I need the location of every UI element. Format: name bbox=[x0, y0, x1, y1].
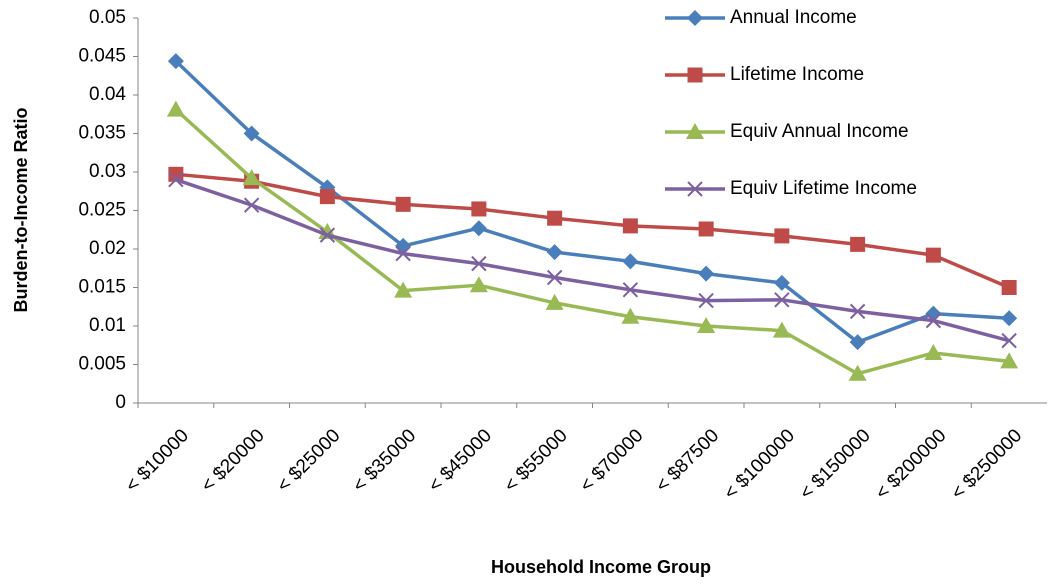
y-tick-label: 0.025 bbox=[78, 200, 126, 221]
data-point bbox=[849, 334, 866, 351]
legend-marker bbox=[687, 67, 703, 83]
data-point bbox=[850, 236, 866, 252]
x-tick-label: < $100000 bbox=[720, 425, 799, 504]
y-tick-label: 0 bbox=[115, 392, 126, 413]
data-point bbox=[698, 292, 714, 309]
x-tick-label: < $35000 bbox=[349, 425, 420, 496]
x-tick-label: < $70000 bbox=[576, 425, 647, 496]
data-point bbox=[545, 293, 564, 310]
data-point bbox=[470, 220, 487, 237]
legend-label: Lifetime Income bbox=[730, 64, 864, 85]
data-point bbox=[546, 244, 563, 261]
data-point bbox=[698, 265, 715, 282]
data-point bbox=[772, 321, 791, 338]
data-point bbox=[1001, 310, 1018, 327]
y-tick-label: 0.035 bbox=[78, 123, 126, 144]
y-tick-label: 0.04 bbox=[89, 84, 126, 105]
y-tick-label: 0.045 bbox=[78, 46, 126, 67]
data-point bbox=[471, 255, 487, 272]
y-tick-label: 0.02 bbox=[89, 238, 126, 259]
y-tick-label: 0.005 bbox=[78, 354, 126, 375]
data-point bbox=[394, 281, 413, 298]
data-point bbox=[166, 100, 185, 117]
x-tick-label: < $150000 bbox=[796, 425, 875, 504]
data-point bbox=[471, 201, 487, 217]
data-point bbox=[395, 245, 411, 262]
data-point bbox=[925, 312, 942, 329]
data-point bbox=[774, 228, 790, 244]
x-tick-label: < $45000 bbox=[425, 425, 496, 496]
x-tick-label: < $55000 bbox=[500, 425, 571, 496]
data-point bbox=[243, 125, 260, 142]
data-point bbox=[621, 307, 640, 324]
data-point bbox=[925, 247, 941, 263]
data-point bbox=[1000, 352, 1019, 369]
data-point bbox=[168, 171, 184, 188]
data-point bbox=[698, 221, 714, 237]
x-axis-title: Household Income Group bbox=[491, 557, 711, 577]
series-line bbox=[175, 178, 1010, 343]
data-point bbox=[849, 303, 866, 320]
y-axis-title: Burden-to-Income Ratio bbox=[11, 107, 31, 312]
data-point bbox=[242, 169, 261, 186]
x-tick-label: < $25000 bbox=[273, 425, 344, 496]
data-point bbox=[773, 274, 790, 291]
data-point bbox=[622, 253, 639, 270]
legend-label: Equiv Lifetime Income bbox=[730, 178, 917, 199]
series-line bbox=[174, 108, 1010, 376]
data-point bbox=[924, 343, 943, 360]
data-point bbox=[1001, 280, 1017, 295]
data-point bbox=[622, 282, 639, 298]
data-point bbox=[319, 227, 336, 243]
data-point bbox=[168, 166, 184, 182]
y-tick-label: 0.015 bbox=[78, 277, 126, 298]
data-point bbox=[469, 276, 488, 293]
x-tick-label: < $250000 bbox=[947, 425, 1026, 504]
x-tick-label: < $20000 bbox=[197, 425, 268, 496]
data-point bbox=[848, 364, 867, 381]
data-point bbox=[319, 189, 335, 205]
legend-label: Annual Income bbox=[730, 7, 857, 28]
x-tick-label: < $200000 bbox=[872, 425, 951, 504]
legend-marker bbox=[686, 123, 704, 139]
data-point bbox=[697, 317, 716, 333]
y-tick-label: 0.05 bbox=[89, 7, 126, 28]
data-point bbox=[1001, 332, 1017, 349]
data-point bbox=[547, 210, 563, 226]
data-point bbox=[774, 292, 790, 308]
series-line bbox=[174, 59, 1010, 344]
x-tick-label: < $87500 bbox=[652, 425, 723, 496]
data-point bbox=[395, 196, 411, 212]
legend-marker bbox=[687, 10, 703, 26]
y-tick-label: 0.01 bbox=[89, 315, 126, 336]
legend-marker bbox=[687, 181, 703, 197]
data-point bbox=[622, 218, 638, 234]
x-tick-label: < $10000 bbox=[122, 425, 193, 496]
legend-label: Equiv Annual Income bbox=[730, 121, 909, 142]
data-point bbox=[167, 53, 184, 70]
y-tick-label: 0.03 bbox=[89, 161, 126, 182]
data-point bbox=[546, 269, 563, 286]
series-line bbox=[175, 172, 1010, 290]
data-point bbox=[243, 197, 260, 213]
